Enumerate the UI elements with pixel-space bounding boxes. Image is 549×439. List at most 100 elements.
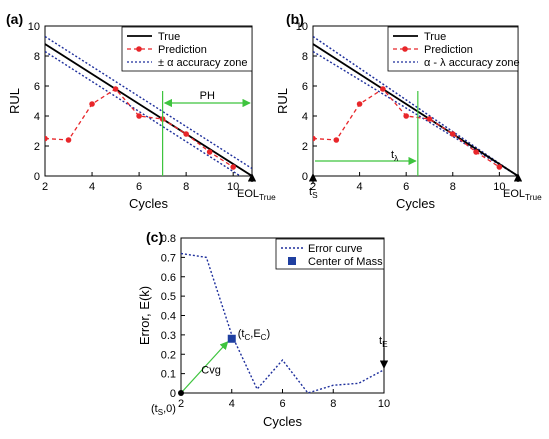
- error-curve: [180, 252, 385, 394]
- y-tick-label: 4: [34, 111, 40, 123]
- prediction-point: [65, 137, 72, 143]
- legend-label: Prediction: [424, 44, 473, 56]
- prediction-line: [45, 88, 234, 168]
- origin-label: (tS,0): [151, 403, 176, 417]
- legend-marker: [136, 46, 142, 52]
- y-axis-label: RUL: [7, 88, 22, 114]
- prediction-point: [313, 135, 316, 142]
- prediction-point: [356, 101, 363, 107]
- legend-label: ± α accuracy zone: [158, 57, 247, 69]
- y-tick-label: 8: [302, 51, 308, 63]
- true-rul-line: [313, 43, 518, 176]
- x-tick-label: 10: [493, 181, 505, 193]
- cvg-arrow: [180, 341, 229, 394]
- legend-label: Center of Mass: [308, 256, 383, 268]
- y-tick-label: 6: [34, 81, 40, 93]
- x-tick-label: 6: [403, 181, 409, 193]
- y-tick-label: 0.8: [161, 233, 176, 245]
- y-tick-label: 0: [34, 171, 40, 183]
- y-tick-label: 8: [34, 51, 40, 63]
- y-tick-label: 0.3: [161, 330, 176, 342]
- center-of-mass-label: (tC,EC): [238, 328, 270, 342]
- tlambda-label: tλ: [391, 149, 399, 163]
- te-label: tE: [379, 335, 388, 349]
- y-tick-label: 6: [302, 81, 308, 93]
- accuracy-zone-line: [45, 35, 252, 170]
- prediction-point: [89, 101, 95, 107]
- prediction-point: [333, 137, 340, 143]
- panel-label-c: (c): [146, 229, 163, 245]
- y-tick-label: 4: [302, 111, 308, 123]
- true-rul-line: [45, 43, 252, 176]
- y-axis-label: RUL: [275, 88, 290, 114]
- ts-label: tS: [309, 186, 318, 200]
- x-tick-label: 4: [229, 398, 235, 410]
- panel-b-plot: 2 4 6 8 100246810CyclesRULEOLTrueTruePredict…: [275, 21, 542, 211]
- y-tick-label: 0.7: [161, 252, 176, 264]
- plot-frame: [312, 25, 519, 177]
- y-tick-label: 0.4: [161, 311, 176, 323]
- prediction-point: [112, 86, 119, 92]
- panel-a-plot: 2 4 6 8 100246810CyclesRULEOLTrueTruePredict…: [7, 21, 276, 211]
- eol-label: EOLTrue: [237, 188, 276, 202]
- origin-point: [178, 390, 184, 396]
- x-tick-label: 2: [42, 181, 48, 193]
- y-tick-label: 0.1: [161, 369, 176, 381]
- ph-label: PH: [200, 90, 215, 102]
- legend-label: True: [158, 31, 180, 43]
- plot-area: [45, 35, 252, 176]
- prediction-point: [206, 149, 213, 155]
- y-tick-label: 2: [34, 141, 40, 153]
- legend-label: Error curve: [308, 243, 362, 255]
- x-tick-label: 8: [183, 181, 189, 193]
- x-tick-label: 4: [357, 181, 363, 193]
- plot-frame: [44, 25, 253, 177]
- x-tick-label: 4: [89, 181, 95, 193]
- x-tick-label: 2: [178, 398, 184, 410]
- prediction-point: [380, 86, 386, 92]
- panel-c-plot: 2 4 6 8 10 0 0.1 0.2 0.3 0.4 0.5 0.6 0.7 0.8 Cycles Err…: [137, 233, 390, 429]
- prediction-point: [403, 113, 409, 119]
- accuracy-zone-line: [45, 50, 242, 176]
- x-tick-label: 2: [310, 181, 316, 193]
- prediction-point: [183, 131, 189, 137]
- prediction-point: [426, 116, 433, 122]
- prediction-point: [45, 135, 48, 142]
- x-axis-label: Cycles: [396, 196, 436, 211]
- y-tick-label: 10: [28, 21, 40, 33]
- center-of-mass-marker: [227, 334, 236, 343]
- plot-area: [313, 35, 518, 176]
- panel-label-a: (a): [6, 11, 23, 27]
- y-tick-label: 10: [296, 21, 308, 33]
- legend-marker: [402, 46, 408, 52]
- accuracy-zone-line: [313, 35, 518, 176]
- y-tick-label: 2: [302, 141, 308, 153]
- x-tick-label: 8: [450, 181, 456, 193]
- legend-marker: [288, 257, 296, 265]
- x-tick-label: 6: [136, 181, 142, 193]
- y-axis-label: Error, E(k): [137, 286, 152, 345]
- prediction-point: [449, 131, 456, 137]
- prediction-point: [473, 149, 479, 155]
- y-tick-label: 0.6: [161, 272, 176, 284]
- legend-label: True: [424, 31, 446, 43]
- y-tick-label: 0.2: [161, 349, 176, 361]
- legend-label: Prediction: [158, 44, 207, 56]
- eol-label: EOLTrue: [503, 188, 542, 202]
- y-tick-label: 0: [170, 388, 176, 400]
- x-tick-label: 10: [378, 398, 390, 410]
- prediction-point: [136, 113, 142, 119]
- x-axis-label: Cycles: [129, 196, 169, 211]
- cvg-label: Cvg: [201, 365, 221, 377]
- x-tick-label: 8: [330, 398, 336, 410]
- prediction-point: [496, 164, 503, 170]
- y-tick-label: 0.5: [161, 291, 176, 303]
- y-tick-label: 0: [302, 171, 308, 183]
- x-tick-label: 10: [227, 181, 239, 193]
- panel-label-b: (b): [286, 11, 304, 27]
- prediction-point: [230, 164, 236, 170]
- legend-label: α - λ accuracy zone: [424, 57, 520, 69]
- x-tick-label: 6: [279, 398, 285, 410]
- x-axis-label: Cycles: [263, 414, 303, 429]
